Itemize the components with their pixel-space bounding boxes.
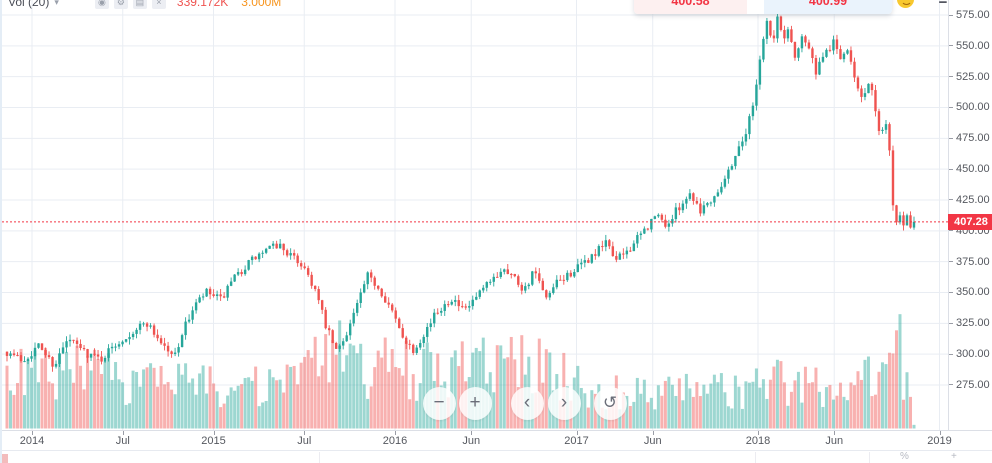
divider [319, 452, 320, 463]
pan-right-button[interactable]: › [547, 387, 581, 420]
zoom-out-button[interactable]: − [422, 387, 456, 420]
delete-icon[interactable]: × [151, 0, 166, 9]
settings-gear-icon[interactable]: ⚙ [113, 0, 128, 9]
divider [869, 452, 870, 463]
eye-icon[interactable]: ◉ [94, 0, 109, 9]
last-price-badge: 407.28 [948, 213, 992, 230]
time-tick-mark [834, 431, 836, 435]
chevron-down-icon[interactable]: ▾ [54, 0, 59, 7]
price-tick-label: 475.00 [956, 132, 990, 145]
time-tick-mark [395, 431, 396, 435]
price-tick-mark [949, 76, 953, 78]
time-tick-label: 2016 [382, 435, 408, 447]
time-tick-label: Jul [115, 435, 130, 447]
trade-panel: 400.58 400.99 [634, 0, 892, 14]
time-tick-mark [758, 431, 759, 435]
corner-artifact [2, 454, 8, 463]
price-tick-mark [949, 137, 953, 139]
emoji-smiley-icon[interactable] [897, 0, 914, 8]
price-tick-label: 575.00 [956, 9, 990, 21]
price-tick-mark [949, 261, 953, 263]
reset-view-button[interactable]: ↺ [593, 387, 627, 420]
percent-scale-button[interactable]: % [900, 451, 909, 462]
price-tick-label: 375.00 [956, 255, 990, 268]
price-chart-canvas[interactable] [2, 0, 950, 450]
sell-button[interactable]: 400.58 [634, 0, 747, 14]
price-tick-mark [949, 168, 953, 170]
price-tick-label: 300.00 [956, 348, 990, 361]
price-tick-mark [949, 106, 953, 108]
spread-box [747, 0, 764, 14]
price-tick-mark [949, 384, 953, 386]
time-tick-mark [122, 431, 124, 435]
zoom-in-button[interactable]: + [458, 387, 492, 420]
price-tick-mark [949, 230, 953, 232]
pan-left-button[interactable]: ‹ [510, 387, 544, 420]
time-tick-label: Jul [297, 435, 312, 447]
price-tick-mark [949, 322, 953, 324]
price-tick-mark [949, 353, 953, 355]
price-tick-mark [949, 199, 953, 201]
bottom-toolbar: % + [2, 450, 992, 463]
minimize-button[interactable]: − [938, 0, 948, 11]
indicator-title[interactable]: Vol (20) [8, 0, 50, 9]
time-tick-mark [576, 431, 578, 435]
plus-button[interactable]: + [951, 451, 957, 462]
price-tick-label: 500.00 [956, 101, 990, 114]
volume-ma-value: 3.000M [241, 0, 282, 9]
price-tick-label: 550.00 [956, 39, 990, 52]
price-tick-mark [949, 291, 953, 293]
price-tick-label: 275.00 [956, 378, 990, 391]
time-tick-label: 2015 [201, 435, 226, 447]
volume-value: 339.172K [176, 0, 229, 9]
price-tick-mark [949, 14, 953, 16]
time-tick-label: 2017 [564, 435, 589, 447]
time-axis[interactable]: 2014 Jul 2015 Jul 2016 Jun 2017 Jun 2018 Jun 2019 [2, 430, 992, 450]
time-tick-mark [652, 431, 654, 435]
price-tick-label: 425.00 [956, 193, 990, 206]
time-tick-label: 2018 [745, 435, 771, 447]
buy-button[interactable]: 400.99 [764, 0, 892, 14]
time-tick-label: Jun [643, 435, 662, 447]
price-tick-mark [949, 45, 953, 47]
divider [755, 452, 756, 463]
time-tick-label: Jun [462, 435, 481, 447]
time-tick-mark [213, 431, 215, 435]
source-icon[interactable]: ▤ [132, 0, 147, 9]
price-tick-label: 525.00 [956, 70, 990, 83]
price-tick-label: 325.00 [956, 317, 990, 330]
time-tick-mark [939, 431, 941, 435]
time-tick-mark [471, 431, 473, 435]
time-tick-mark [304, 431, 306, 435]
time-tick-label: 2014 [19, 435, 45, 447]
time-tick-label: Jun [825, 435, 844, 447]
indicator-legend: Vol (20) ▾ ◉ ⚙ ▤ × 339.172K 3.000M [8, 0, 281, 11]
price-tick-label: 450.00 [956, 163, 990, 176]
time-tick-label: 2019 [927, 435, 952, 447]
time-tick-mark [32, 431, 33, 435]
price-tick-label: 350.00 [956, 286, 990, 299]
